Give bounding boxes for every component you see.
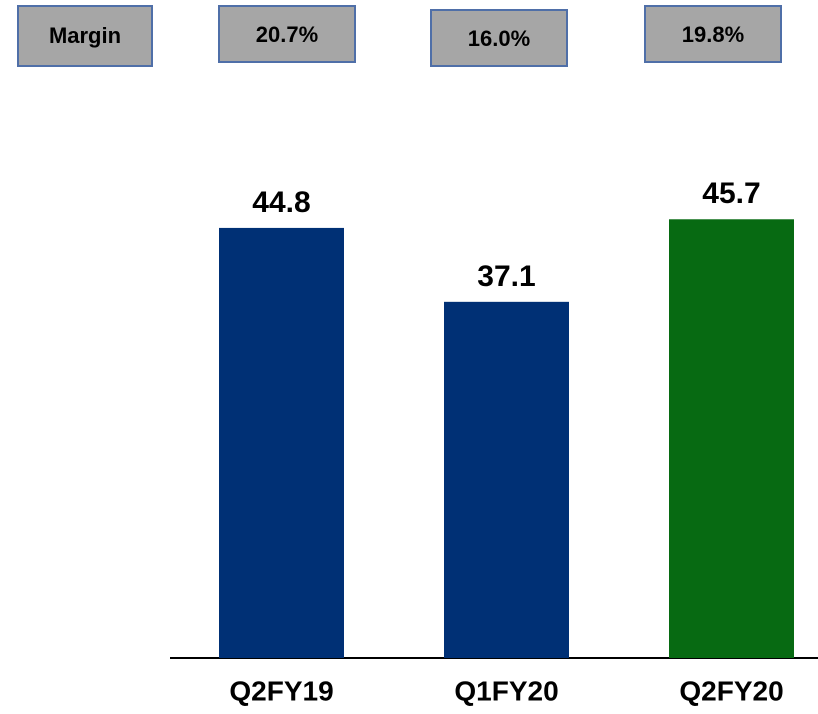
margin-box bbox=[430, 9, 568, 67]
value-label: 45.7 bbox=[702, 177, 760, 210]
value-label: 44.8 bbox=[252, 186, 310, 219]
bar bbox=[669, 219, 794, 658]
margin-box bbox=[644, 5, 782, 63]
bar bbox=[219, 227, 344, 659]
value-label: 37.1 bbox=[477, 260, 535, 293]
margin-value: 16.0% bbox=[468, 26, 530, 51]
margin-value: 19.8% bbox=[682, 22, 744, 47]
margin-box bbox=[218, 5, 356, 63]
x-tick-label: Q2FY20 bbox=[679, 675, 783, 706]
x-tick-label: Q2FY19 bbox=[229, 675, 333, 706]
margin-label-box bbox=[17, 5, 153, 67]
bar bbox=[444, 301, 569, 658]
x-tick-label: Q1FY20 bbox=[454, 675, 558, 706]
margin-value: 20.7% bbox=[256, 22, 318, 47]
margin-row: Margin bbox=[17, 5, 153, 67]
margin-label: Margin bbox=[49, 23, 121, 48]
